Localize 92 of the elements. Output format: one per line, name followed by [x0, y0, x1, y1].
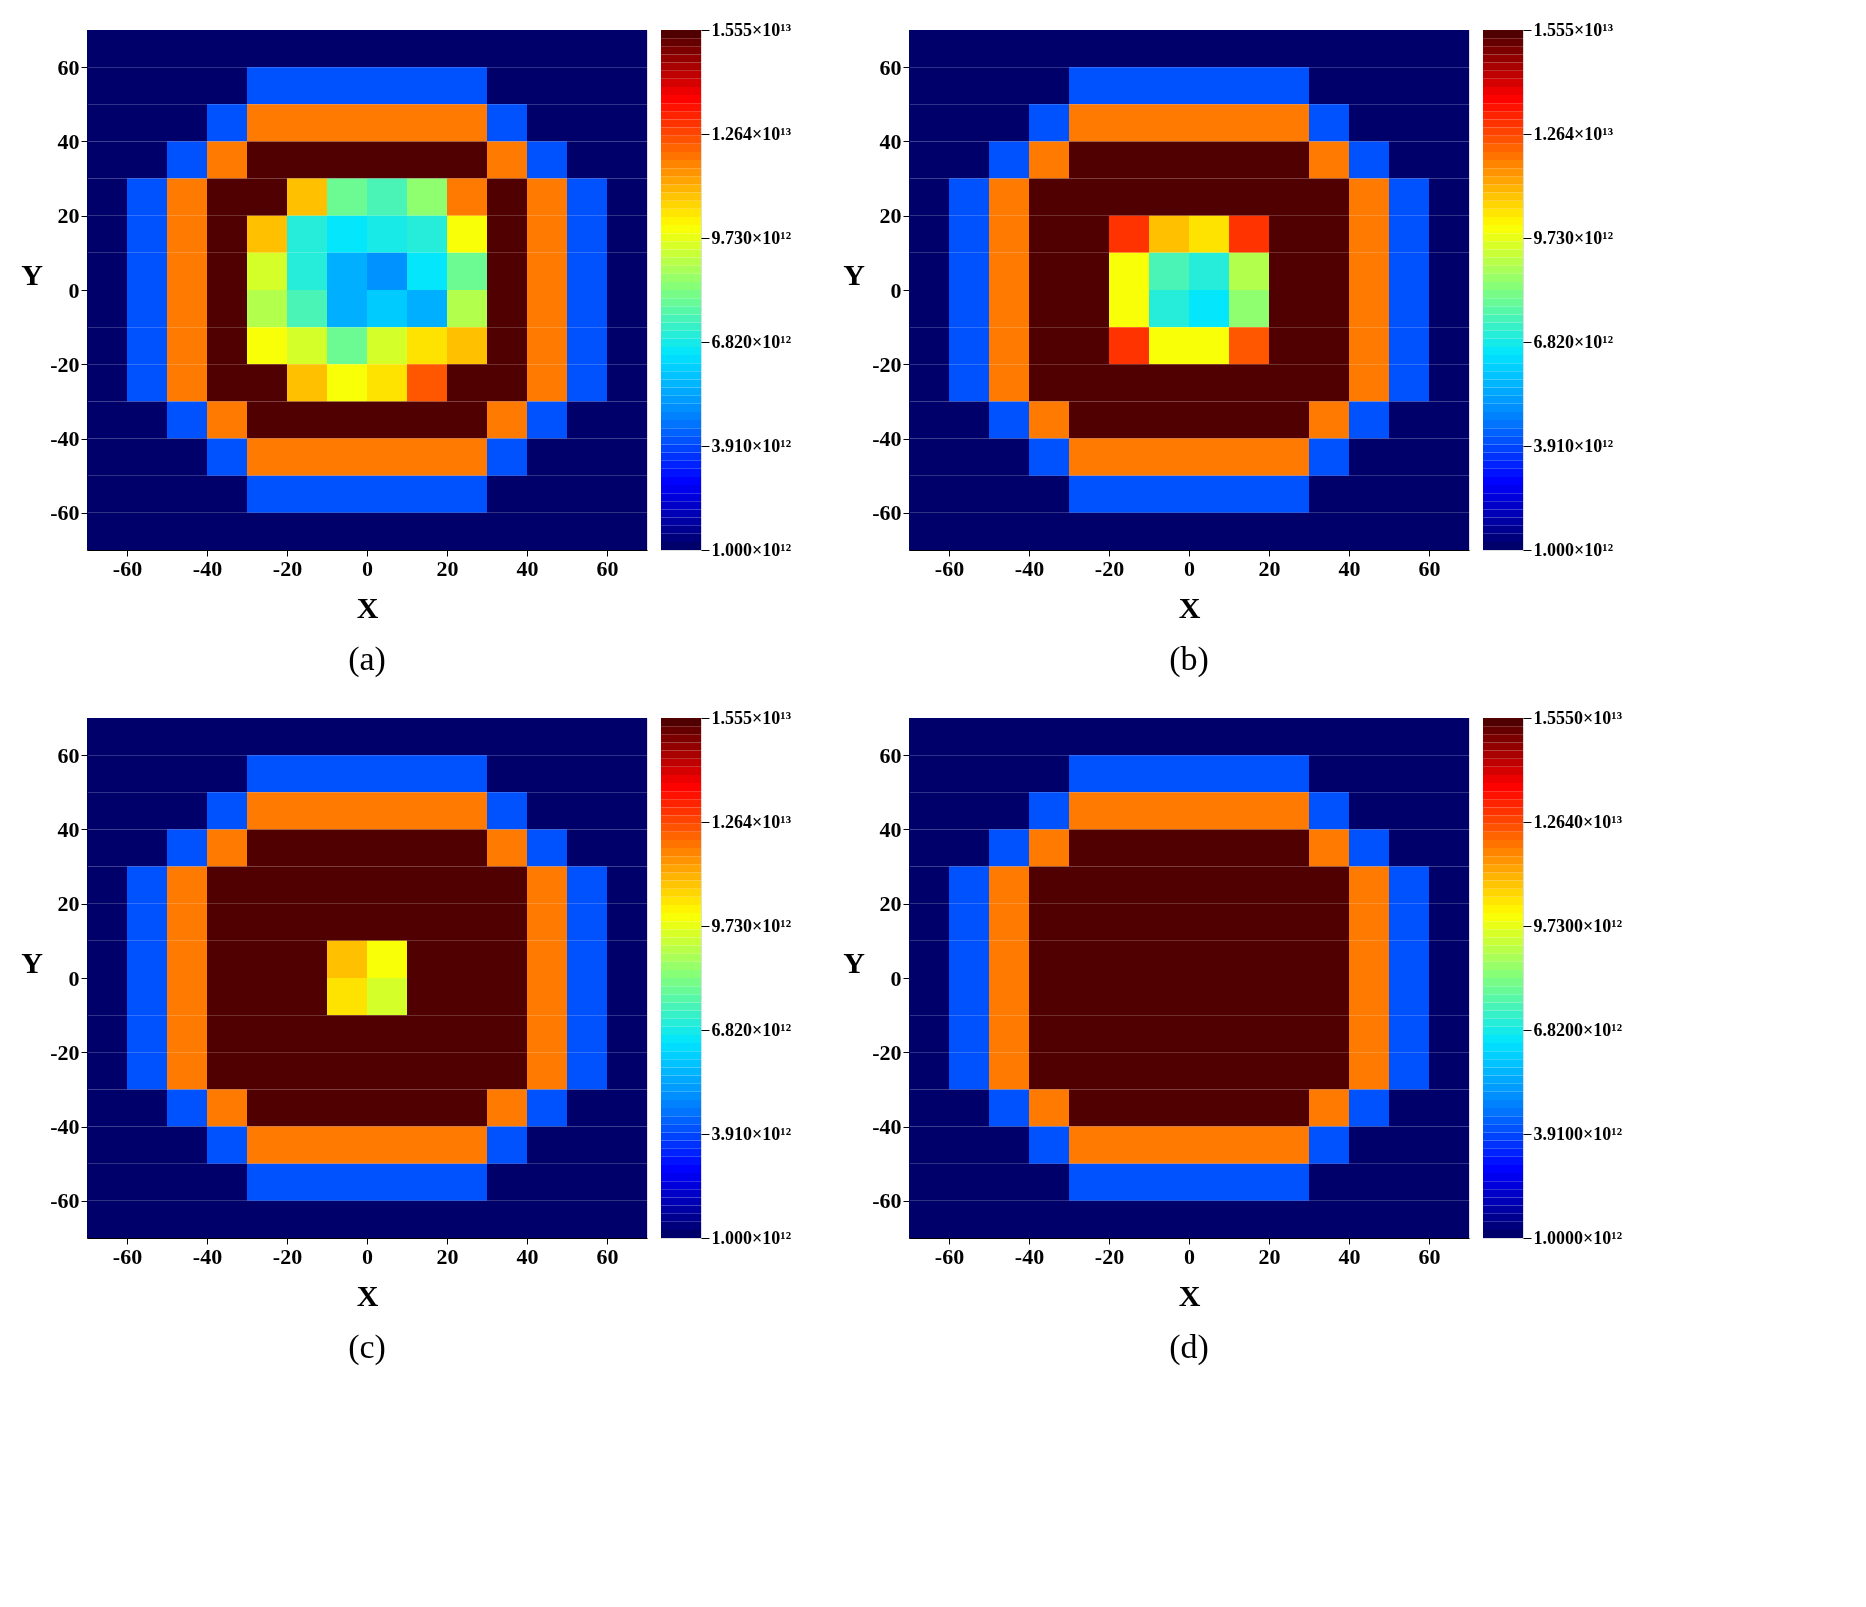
y-tick-label: -40	[50, 1114, 80, 1140]
color-bar-label: 9.7300×10¹²	[1533, 915, 1623, 936]
y-tick-label: -40	[50, 426, 80, 452]
x-tick-label: -20	[1094, 555, 1125, 581]
x-tick-label: -40	[1014, 555, 1045, 581]
color-bar-label: 1.555×10¹³	[711, 19, 792, 40]
color-bar-label: 3.910×10¹²	[711, 435, 792, 456]
y-tick-label: 40	[879, 816, 902, 842]
y-tick-label: 20	[879, 203, 902, 229]
x-tick-label: 40	[516, 1243, 539, 1269]
color-bar-label: 9.730×10¹²	[1533, 227, 1614, 248]
color-bar-label: 1.000×10¹²	[711, 1227, 792, 1248]
x-tick-label: -40	[192, 555, 223, 581]
x-tick-label: -40	[192, 1243, 223, 1269]
x-axis-title: X	[1178, 590, 1201, 624]
color-bar-label: 6.820×10¹²	[711, 331, 792, 352]
color-bar-label: 9.730×10¹²	[711, 915, 792, 936]
color-bar-label: 6.820×10¹²	[1533, 331, 1614, 352]
y-tick-label: 60	[879, 54, 902, 80]
color-bar-label: 1.264×10¹³	[711, 811, 792, 832]
x-tick-label: -20	[1094, 1243, 1125, 1269]
y-tick-label: -60	[50, 1188, 80, 1214]
text: (c)	[348, 1328, 386, 1366]
x-tick-label: 40	[516, 555, 539, 581]
x-tick-label: 0	[1184, 1243, 1195, 1269]
color-bar-label: 1.0000×10¹²	[1533, 1227, 1623, 1248]
y-tick-label: 60	[57, 54, 80, 80]
y-tick-label: 0	[890, 277, 902, 303]
x-axis-title: X	[356, 590, 379, 624]
y-tick-label: 20	[57, 891, 80, 917]
x-tick-label: 40	[1338, 555, 1361, 581]
y-tick-label: 60	[57, 742, 80, 768]
y-tick-label: 20	[57, 203, 80, 229]
x-tick-label: -40	[1014, 1243, 1045, 1269]
color-bar-label: 1.555×10¹³	[711, 707, 792, 728]
x-tick-label: 0	[362, 555, 373, 581]
color-bar-label: 1.000×10¹²	[1533, 539, 1614, 560]
color-bar-label: 1.264×10¹³	[1533, 123, 1614, 144]
x-tick-label: -60	[934, 555, 965, 581]
x-tick-label: 20	[1258, 1243, 1281, 1269]
x-tick-label: -60	[112, 1243, 143, 1269]
y-tick-label: 0	[68, 277, 80, 303]
x-tick-label: 60	[596, 1243, 619, 1269]
x-tick-label: 40	[1338, 1243, 1361, 1269]
y-axis-title: Y	[21, 257, 44, 291]
x-axis-title: X	[356, 1278, 379, 1312]
y-tick-label: -20	[50, 1039, 80, 1065]
x-tick-label: 60	[1418, 1243, 1441, 1269]
text: (d)	[1169, 1328, 1209, 1366]
y-tick-label: -20	[872, 351, 902, 377]
y-tick-label: -60	[872, 1188, 902, 1214]
x-tick-label: 0	[1184, 555, 1195, 581]
y-tick-label: -60	[872, 500, 902, 526]
text: (a)	[348, 640, 386, 678]
y-tick-label: 40	[879, 128, 902, 154]
color-bar-label: 6.820×10¹²	[711, 1019, 792, 1040]
x-axis-title: X	[1178, 1278, 1201, 1312]
color-bar-label: 1.264×10¹³	[711, 123, 792, 144]
x-tick-label: 60	[596, 555, 619, 581]
x-tick-label: -20	[272, 555, 303, 581]
x-tick-label: 60	[1418, 555, 1441, 581]
color-bar-label: 3.910×10¹²	[711, 1123, 792, 1144]
y-tick-label: 40	[57, 128, 80, 154]
y-tick-label: -60	[50, 500, 80, 526]
color-bar-label: 3.9100×10¹²	[1533, 1123, 1623, 1144]
color-bar-label: 9.730×10¹²	[711, 227, 792, 248]
x-tick-label: -20	[272, 1243, 303, 1269]
y-tick-label: 20	[879, 891, 902, 917]
color-bar-label: 6.8200×10¹²	[1533, 1019, 1623, 1040]
y-tick-label: -20	[50, 351, 80, 377]
x-tick-label: 20	[436, 1243, 459, 1269]
y-axis-title: Y	[843, 945, 866, 979]
y-tick-label: 40	[57, 816, 80, 842]
y-axis-title: Y	[21, 945, 44, 979]
y-tick-label: -40	[872, 1114, 902, 1140]
x-tick-label: 20	[1258, 555, 1281, 581]
y-tick-label: 0	[68, 965, 80, 991]
x-tick-label: -60	[112, 555, 143, 581]
x-tick-label: 20	[436, 555, 459, 581]
color-bar-label: 1.000×10¹²	[711, 539, 792, 560]
color-bar-label: 1.555×10¹³	[1533, 19, 1614, 40]
color-bar-label: 1.5550×10¹³	[1533, 707, 1623, 728]
y-tick-label: 0	[890, 965, 902, 991]
color-bar-label: 1.2640×10¹³	[1533, 811, 1623, 832]
y-tick-label: -40	[872, 426, 902, 452]
x-tick-label: 0	[362, 1243, 373, 1269]
x-tick-label: -60	[934, 1243, 965, 1269]
y-tick-label: 60	[879, 742, 902, 768]
color-bar-label: 3.910×10¹²	[1533, 435, 1614, 456]
y-axis-title: Y	[843, 257, 866, 291]
text: (b)	[1169, 640, 1209, 678]
y-tick-label: -20	[872, 1039, 902, 1065]
